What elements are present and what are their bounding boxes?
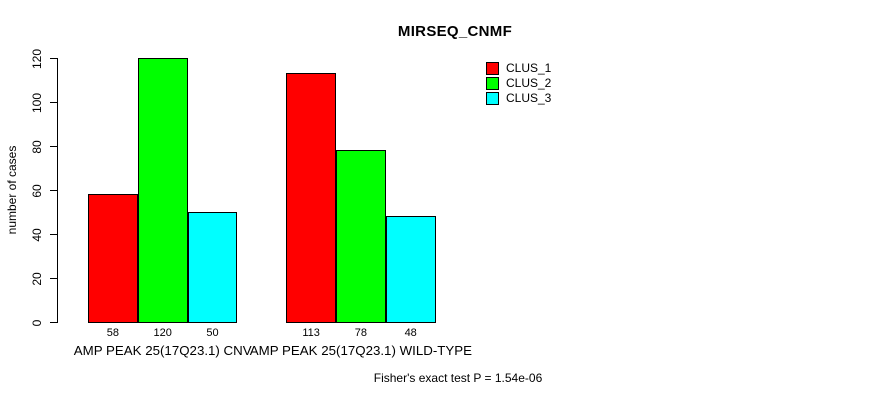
- y-tick-mark: [50, 322, 57, 323]
- y-tick-mark: [50, 190, 57, 191]
- y-tick-label: 40: [30, 227, 44, 242]
- bar-clus_3-group2: [385, 216, 436, 323]
- fisher-test-caption: Fisher's exact test P = 1.54e-06: [373, 371, 543, 385]
- bar-value-label: 58: [106, 327, 120, 339]
- bar-value-label: 120: [153, 327, 172, 339]
- y-tick-mark: [50, 58, 57, 59]
- legend-item-clus-2: CLUS_2: [486, 77, 551, 90]
- legend-label-clus-1: CLUS_1: [506, 61, 552, 75]
- y-tick-label: 20: [30, 271, 44, 286]
- category-label-group1: AMP PEAK 25(17Q23.1) CNV: [73, 343, 252, 358]
- y-tick-label: 0: [30, 319, 44, 326]
- y-tick-label: 120: [30, 48, 44, 69]
- legend-item-clus-3: CLUS_3: [486, 92, 551, 105]
- legend-swatch-clus-3: [486, 92, 499, 105]
- y-tick-mark: [50, 278, 57, 279]
- y-tick-label: 60: [30, 183, 44, 198]
- chart-title: MIRSEQ_CNMF: [397, 23, 513, 40]
- bar-value-label: 78: [354, 327, 368, 339]
- legend-swatch-clus-2: [486, 77, 499, 90]
- y-tick-mark: [50, 146, 57, 147]
- bar-clus_2-group1: [137, 58, 188, 323]
- y-tick-label: 80: [30, 139, 44, 154]
- bar-clus_1-group2: [286, 73, 336, 323]
- y-tick-label: 100: [30, 92, 44, 113]
- legend-item-clus-1: CLUS_1: [486, 62, 551, 75]
- legend-swatch-clus-1: [486, 62, 499, 75]
- y-axis-line: [57, 58, 58, 323]
- y-tick-mark: [50, 102, 57, 103]
- bar-value-label: 48: [404, 327, 417, 339]
- bar-clus_3-group1: [187, 212, 238, 323]
- bar-clus_2-group2: [336, 150, 386, 323]
- legend-label-clus-2: CLUS_2: [506, 76, 552, 90]
- y-tick-mark: [50, 234, 57, 235]
- legend-label-clus-3: CLUS_3: [506, 91, 552, 105]
- bar-clus_1-group1: [88, 194, 138, 323]
- bar-value-label: 113: [302, 327, 320, 339]
- legend: CLUS_1 CLUS_2 CLUS_3: [486, 62, 551, 107]
- category-label-group2: AMP PEAK 25(17Q23.1) WILD-TYPE: [249, 343, 472, 358]
- bar-value-label: 50: [206, 327, 219, 339]
